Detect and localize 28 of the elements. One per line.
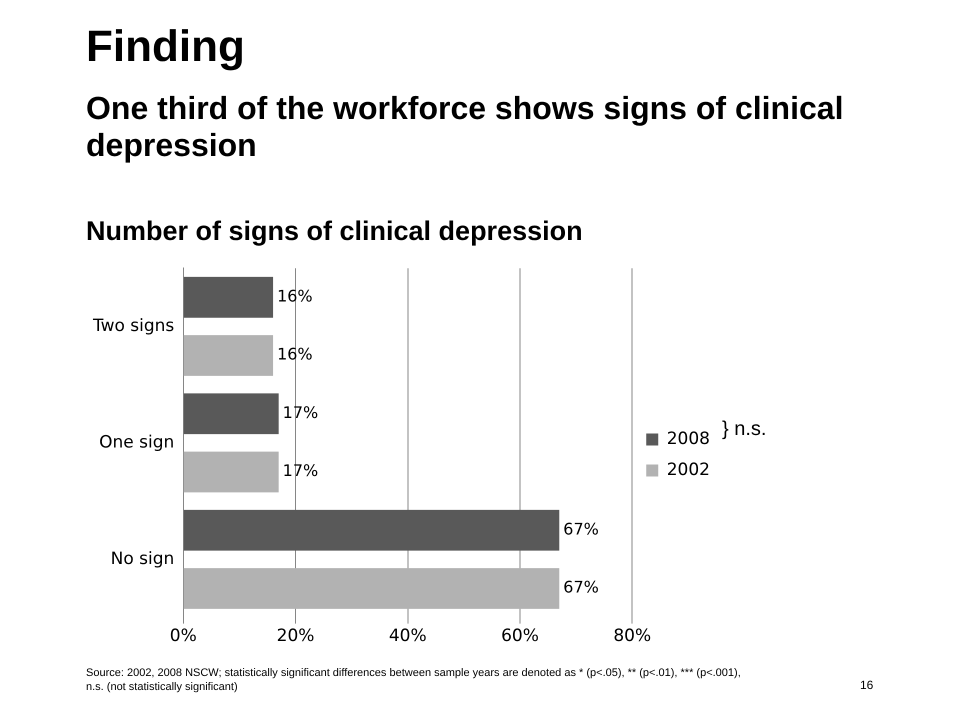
x-tick-label: 60% bbox=[501, 626, 539, 646]
legend-label: 2008 bbox=[666, 428, 710, 449]
legend-label: 2002 bbox=[666, 460, 710, 480]
data-label: 17% bbox=[282, 461, 318, 480]
bar bbox=[184, 335, 274, 376]
y-tick-label: No sign bbox=[110, 548, 174, 569]
text: } n.s. bbox=[722, 418, 766, 441]
source-note: Source: 2002, 2008 NSCW; statistically significant differences between sample years are denoted as * (p<.05), ** (p<.01), *** (p<.001), n.s. (not statistically significant) bbox=[86, 666, 742, 694]
data-label: 16% bbox=[277, 344, 313, 364]
x-tick-label: 80% bbox=[613, 626, 652, 646]
text: 16 bbox=[860, 678, 874, 692]
chart-title: Number of signs of clinical depression bbox=[86, 216, 583, 247]
x-tick-label: 0% bbox=[170, 626, 197, 646]
bar bbox=[184, 510, 560, 551]
y-tick-label: Two signs bbox=[92, 316, 174, 336]
bar bbox=[184, 452, 279, 492]
data-label: 17% bbox=[282, 402, 318, 422]
data-label: 67% bbox=[563, 578, 599, 597]
bar bbox=[184, 276, 274, 318]
data-label: 16% bbox=[277, 286, 313, 306]
text: Finding bbox=[86, 22, 245, 72]
bar bbox=[184, 568, 560, 609]
bar bbox=[184, 393, 279, 434]
text: One third of the workforce shows signs of clinical depression bbox=[86, 90, 844, 164]
y-tick-label: One sign bbox=[99, 432, 174, 452]
x-tick-label: 20% bbox=[276, 626, 314, 646]
data-label: 67% bbox=[563, 519, 599, 538]
x-tick-label: 40% bbox=[388, 626, 427, 646]
